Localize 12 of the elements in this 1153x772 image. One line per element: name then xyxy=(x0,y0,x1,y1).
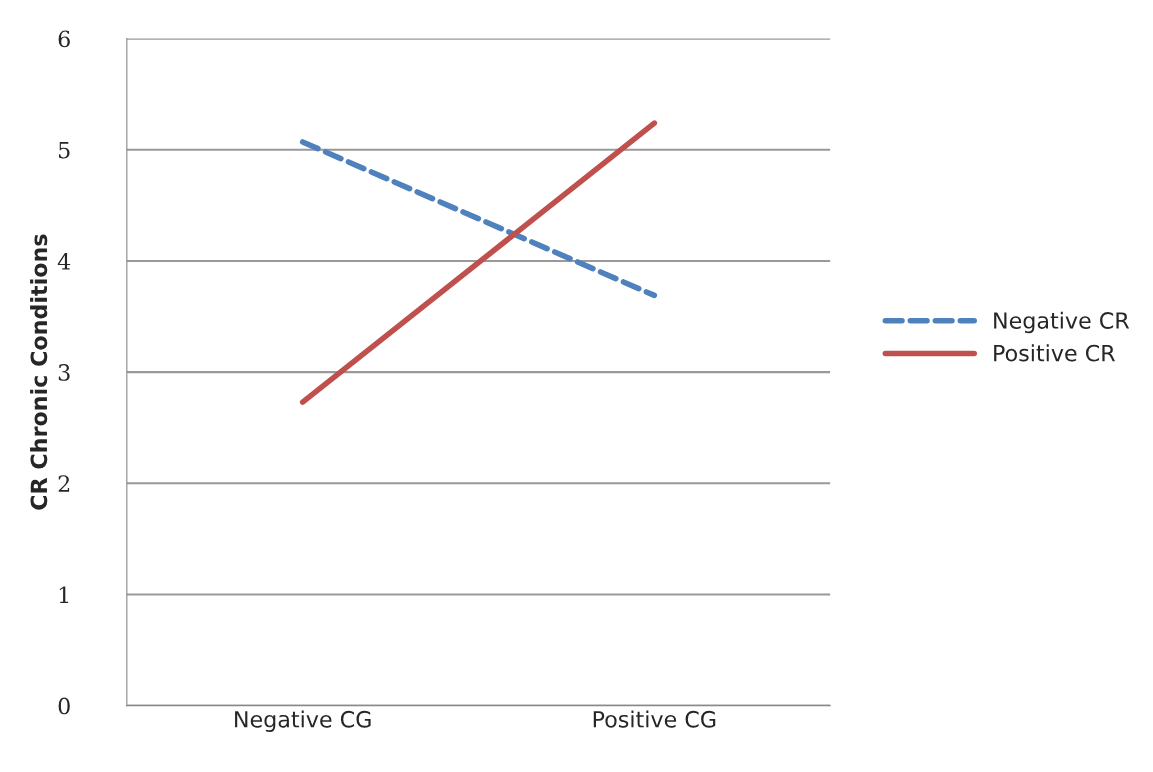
x-tick-label: Negative CG xyxy=(235,710,371,732)
y-tick-label: 4 xyxy=(57,252,71,270)
x-tick-label: Positive CG xyxy=(593,710,716,728)
y-tick-label: 3 xyxy=(58,364,70,381)
y-tick-label: 1 xyxy=(59,586,69,603)
y-axis-title: CR Chronic Conditions xyxy=(30,234,48,510)
y-tick-label: 0 xyxy=(58,697,70,715)
y-tick-label: 6 xyxy=(58,30,70,48)
legend-label: Negative CR xyxy=(994,311,1130,334)
legend-label: Positive CR xyxy=(994,344,1116,362)
y-tick-label: 5 xyxy=(59,142,70,159)
y-tick-label: 2 xyxy=(58,475,70,492)
